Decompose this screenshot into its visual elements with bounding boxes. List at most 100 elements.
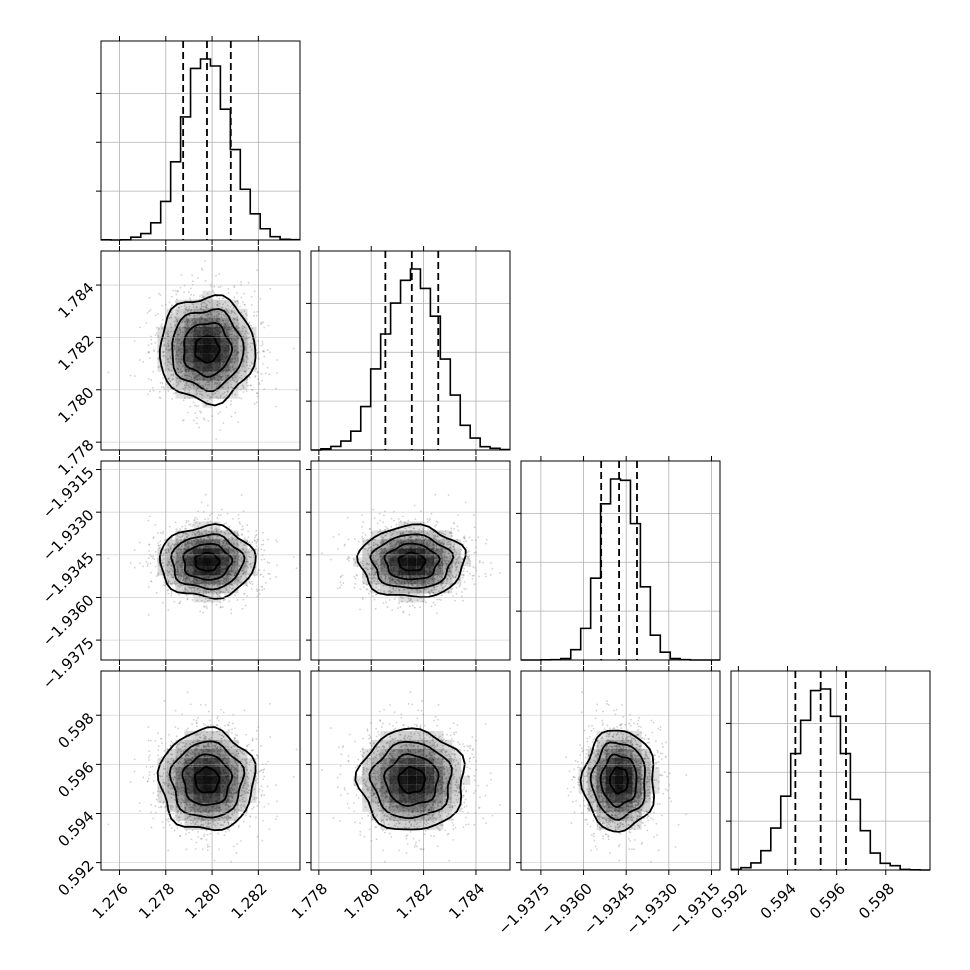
sample-point (186, 324, 189, 327)
sample-point (197, 587, 200, 590)
sample-point (173, 347, 176, 350)
sample-point (187, 590, 189, 593)
sample-point (133, 566, 136, 569)
sample-point (205, 306, 208, 309)
density-cell (238, 317, 248, 327)
sample-point (184, 307, 187, 310)
sample-point (174, 338, 177, 341)
sample-point (207, 586, 209, 589)
sample-point (227, 580, 230, 583)
sample-point (226, 542, 229, 545)
sample-point (158, 396, 161, 399)
sample-point (396, 531, 398, 534)
sample-point (192, 586, 194, 589)
sample-point (225, 579, 228, 582)
sample-point (170, 357, 173, 360)
sample-point (177, 371, 180, 374)
sample-point (171, 378, 174, 381)
sample-point (187, 542, 190, 545)
sample-point (163, 549, 166, 552)
sample-point (231, 366, 234, 368)
sample-point (192, 419, 195, 422)
sample-point (168, 563, 171, 566)
sample-point (233, 380, 235, 382)
sample-point (234, 376, 237, 379)
sample-point (209, 307, 212, 310)
sample-point (222, 422, 225, 424)
density-cell (193, 299, 203, 309)
sample-point (181, 571, 184, 574)
sample-point (171, 397, 173, 400)
sample-point (242, 365, 245, 368)
sample-point (218, 302, 221, 305)
sample-point (190, 309, 193, 312)
sample-point (170, 357, 172, 359)
sample-point (231, 333, 233, 336)
sample-point (226, 304, 229, 307)
sample-point (234, 300, 237, 303)
sample-point (207, 300, 210, 302)
sample-point (184, 587, 186, 589)
sample-point (370, 549, 373, 552)
sample-point (180, 341, 183, 344)
sample-point (231, 575, 234, 578)
sample-point (146, 565, 149, 567)
sample-point (154, 314, 157, 317)
sample-point (206, 381, 209, 384)
sample-point (151, 557, 154, 559)
sample-point (170, 574, 173, 577)
sample-point (368, 563, 371, 565)
sample-point (185, 543, 188, 546)
sample-point (384, 573, 387, 576)
sample-point (403, 584, 405, 587)
sample-point (193, 519, 196, 521)
sample-point (173, 544, 176, 547)
sample-point (148, 543, 151, 546)
density-cell (166, 335, 176, 345)
density-cell (157, 548, 167, 558)
sample-point (231, 569, 233, 572)
histogram-1.778 (311, 268, 510, 451)
sample-point (226, 512, 229, 515)
sample-point (178, 547, 181, 550)
sample-point (148, 296, 151, 299)
density-cell (220, 584, 230, 594)
sample-point (199, 610, 202, 613)
sample-point (238, 327, 240, 330)
sample-point (213, 310, 216, 313)
sample-point (355, 574, 358, 576)
sample-point (159, 293, 162, 296)
sample-point (222, 386, 224, 389)
sample-point (211, 531, 213, 533)
sample-point (206, 292, 209, 295)
sample-point (393, 546, 395, 549)
sample-point (209, 316, 212, 319)
sample-point (201, 390, 204, 393)
sample-point (191, 544, 194, 546)
sample-point (192, 294, 195, 297)
sample-point (178, 602, 181, 604)
sample-point (249, 562, 252, 565)
sample-point (248, 541, 251, 544)
sample-point (193, 385, 195, 387)
sample-point (212, 531, 215, 534)
sample-point (437, 566, 440, 569)
sample-point (150, 342, 153, 345)
sample-point (185, 578, 187, 581)
sample-point (170, 544, 173, 547)
sample-point (236, 584, 239, 587)
sample-point (148, 310, 150, 313)
sample-point (178, 339, 181, 342)
sample-point (188, 523, 191, 526)
sample-point (248, 563, 251, 566)
sample-point (179, 331, 182, 334)
sample-point (241, 327, 244, 330)
density-cell (211, 548, 221, 558)
sample-point (178, 327, 181, 330)
sample-point (239, 522, 241, 525)
sample-point (364, 534, 367, 536)
sample-point (180, 342, 183, 344)
sample-point (205, 591, 207, 593)
density-cell (202, 380, 212, 390)
